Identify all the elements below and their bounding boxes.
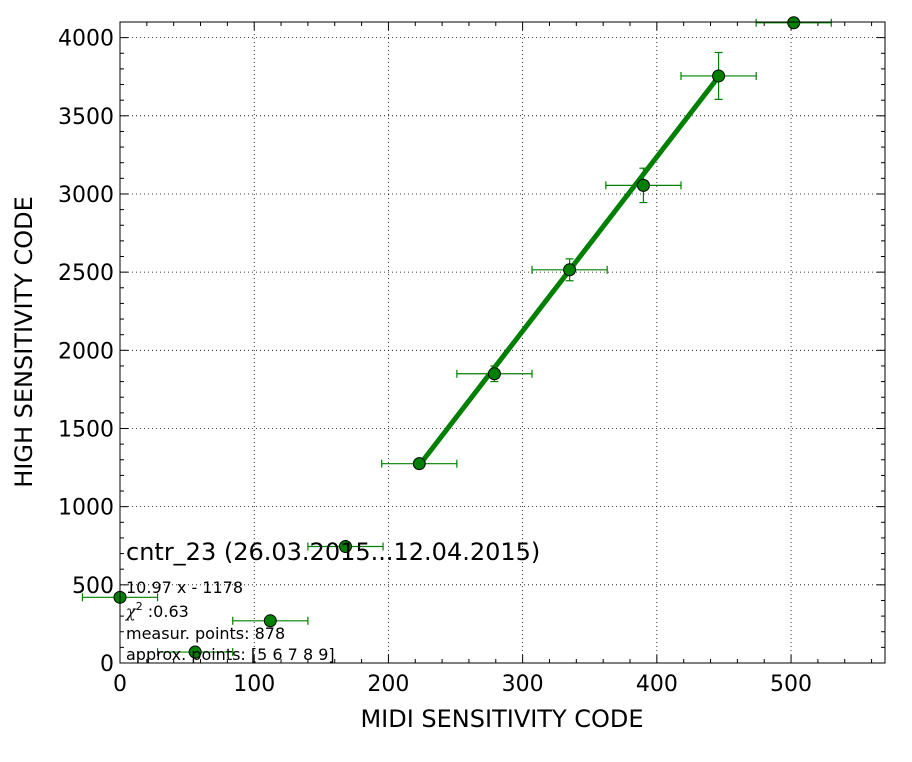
point-marker: [787, 16, 801, 30]
x-tick-label: 500: [770, 672, 812, 697]
point-marker: [563, 263, 577, 277]
annotation-fit-equation: 10.97 x - 1178: [126, 578, 243, 597]
plot-frame: [119, 21, 886, 664]
x-tick-label: 200: [367, 672, 409, 697]
point-marker: [412, 457, 426, 471]
data-point: [755, 16, 832, 30]
grid: [119, 22, 885, 664]
x-axis-label: MIDI SENSITIVITY CODE: [360, 705, 643, 733]
point-marker: [712, 69, 726, 83]
data-point: [307, 540, 384, 554]
annotation-measur-points: measur. points: 878: [126, 624, 285, 643]
annotation-title: cntr_23 (26.03.2015...12.04.2015): [126, 538, 540, 566]
y-tick-label: 2000: [58, 339, 114, 364]
y-tick-label: 0: [100, 652, 114, 677]
y-tick-label: 3000: [58, 183, 114, 208]
point-marker: [188, 645, 202, 659]
x-tick-label: 0: [113, 672, 127, 697]
chi-exponent: 2: [136, 600, 143, 613]
y-tick-label: 1000: [58, 496, 114, 521]
annotation: cntr_23 (26.03.2015...12.04.2015) 10.97 …: [125, 538, 540, 664]
y-axis-label: HIGH SENSITIVITY CODE: [10, 196, 38, 488]
point-marker: [636, 178, 650, 192]
tick-labels: 0 100 200 300 400 500 0 500 1000 1500 2000 2500 3000…: [58, 27, 812, 697]
y-tick-label: 3500: [58, 105, 114, 130]
data-point: [456, 365, 533, 383]
data-point: [605, 167, 682, 204]
y-tick-label: 2500: [58, 261, 114, 286]
y-tick-label: 4000: [58, 27, 114, 52]
data-point: [381, 457, 458, 471]
y-tick-label: 1500: [58, 417, 114, 442]
point-marker: [338, 540, 352, 554]
data-point: [156, 645, 234, 659]
x-tick-label: 400: [636, 672, 678, 697]
point-marker: [487, 367, 501, 381]
data-point: [531, 258, 608, 282]
point-marker: [263, 614, 277, 628]
annotation-chi-square: χ2 :0.63: [125, 600, 189, 621]
minor-ticks: [120, 22, 885, 663]
data-point: [680, 51, 757, 100]
chi-value: :0.63: [143, 602, 189, 621]
chi-symbol: χ: [125, 602, 137, 621]
y-tick-label: 500: [72, 574, 114, 599]
x-tick-label: 300: [502, 672, 544, 697]
data-point: [232, 614, 309, 628]
x-tick-label: 100: [233, 672, 275, 697]
annotation-approx-points: approx. points: [5 6 7 8 9]: [126, 645, 335, 664]
